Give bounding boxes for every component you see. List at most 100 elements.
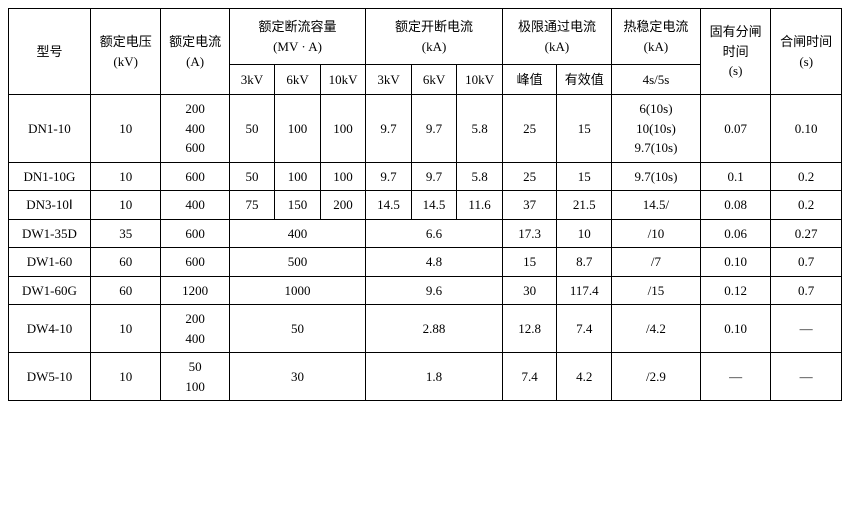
- cell-bi10: 11.6: [457, 191, 503, 220]
- cell-open: 0.10: [700, 248, 771, 277]
- cell-peak: 15: [502, 248, 557, 277]
- table-row: DN1-10G 10 600 50 100 100 9.7 9.7 5.8 25…: [9, 162, 842, 191]
- cell-bi6: 9.7: [411, 95, 457, 163]
- cell-bi10: 5.8: [457, 95, 503, 163]
- cell-peak: 25: [502, 95, 557, 163]
- cell-open: 0.08: [700, 191, 771, 220]
- cell-rms: 4.2: [557, 353, 612, 401]
- cell-thermal: /15: [612, 276, 701, 305]
- table-row: DN3-10Ⅰ 10 400 75 150 200 14.5 14.5 11.6…: [9, 191, 842, 220]
- cell-close: —: [771, 353, 842, 401]
- cell-voltage: 10: [90, 305, 161, 353]
- cell-current: 600: [161, 219, 229, 248]
- cell-model: DN3-10Ⅰ: [9, 191, 91, 220]
- sub-rms: 有效值: [557, 65, 612, 95]
- cell-peak: 30: [502, 276, 557, 305]
- cell-thermal: /4.2: [612, 305, 701, 353]
- table-row: DW1-60G 60 1200 1000 9.6 30 117.4 /15 0.…: [9, 276, 842, 305]
- cell-rms: 8.7: [557, 248, 612, 277]
- cell-peak: 17.3: [502, 219, 557, 248]
- sub-bi-3kv: 3kV: [366, 65, 412, 95]
- cell-voltage: 35: [90, 219, 161, 248]
- cell-voltage: 60: [90, 276, 161, 305]
- sub-bc-6kv: 6kV: [275, 65, 321, 95]
- table-body: DN1-10 10 200 400 600 50 100 100 9.7 9.7…: [9, 95, 842, 401]
- cell-current: 400: [161, 191, 229, 220]
- cell-current: 50 100: [161, 353, 229, 401]
- col-voltage: 额定电压(kV): [90, 9, 161, 95]
- cell-bi3: 9.7: [366, 162, 412, 191]
- cell-bc6: 100: [275, 95, 321, 163]
- cell-current: 600: [161, 248, 229, 277]
- sub-bi-10kv: 10kV: [457, 65, 503, 95]
- col-model: 型号: [9, 9, 91, 95]
- cell-model: DW5-10: [9, 353, 91, 401]
- cell-rms: 21.5: [557, 191, 612, 220]
- cell-open: 0.07: [700, 95, 771, 163]
- cell-bi3: 14.5: [366, 191, 412, 220]
- cell-close: 0.7: [771, 276, 842, 305]
- cell-current: 600: [161, 162, 229, 191]
- col-thermal: 热稳定电流(kA): [612, 9, 701, 65]
- col-current: 额定电流(A): [161, 9, 229, 95]
- cell-current: 200 400 600: [161, 95, 229, 163]
- cell-bi-merged: 6.6: [366, 219, 503, 248]
- cell-close: —: [771, 305, 842, 353]
- table-row: DW4-10 10 200 400 50 2.88 12.8 7.4 /4.2 …: [9, 305, 842, 353]
- cell-peak: 25: [502, 162, 557, 191]
- cell-thermal: 14.5/: [612, 191, 701, 220]
- cell-rms: 15: [557, 162, 612, 191]
- cell-thermal: /10: [612, 219, 701, 248]
- cell-close: 0.2: [771, 191, 842, 220]
- cell-model: DW1-35D: [9, 219, 91, 248]
- cell-thermal: 9.7(10s): [612, 162, 701, 191]
- cell-bc3: 50: [229, 162, 275, 191]
- cell-rms: 15: [557, 95, 612, 163]
- cell-bi10: 5.8: [457, 162, 503, 191]
- cell-bc10: 100: [320, 95, 366, 163]
- cell-bi-merged: 4.8: [366, 248, 503, 277]
- cell-bc10: 200: [320, 191, 366, 220]
- cell-voltage: 10: [90, 162, 161, 191]
- cell-thermal: /2.9: [612, 353, 701, 401]
- cell-voltage: 10: [90, 191, 161, 220]
- cell-bc6: 100: [275, 162, 321, 191]
- cell-open: 0.12: [700, 276, 771, 305]
- cell-open: —: [700, 353, 771, 401]
- cell-bc3: 75: [229, 191, 275, 220]
- table-row: DW1-35D 35 600 400 6.6 17.3 10 /10 0.06 …: [9, 219, 842, 248]
- cell-bc-merged: 400: [229, 219, 366, 248]
- cell-open: 0.1: [700, 162, 771, 191]
- cell-bi6: 9.7: [411, 162, 457, 191]
- sub-bc-3kv: 3kV: [229, 65, 275, 95]
- col-closetime: 合闸时间(s): [771, 9, 842, 95]
- sub-peak: 峰值: [502, 65, 557, 95]
- cell-peak: 7.4: [502, 353, 557, 401]
- cell-bc-merged: 30: [229, 353, 366, 401]
- cell-peak: 12.8: [502, 305, 557, 353]
- sub-thermal: 4s/5s: [612, 65, 701, 95]
- cell-bc3: 50: [229, 95, 275, 163]
- cell-model: DW1-60G: [9, 276, 91, 305]
- cell-rms: 117.4: [557, 276, 612, 305]
- cell-current: 200 400: [161, 305, 229, 353]
- cell-bi-merged: 9.6: [366, 276, 503, 305]
- col-limitcur: 极限通过电流(kA): [502, 9, 611, 65]
- cell-bi6: 14.5: [411, 191, 457, 220]
- cell-bc-merged: 50: [229, 305, 366, 353]
- cell-model: DW1-60: [9, 248, 91, 277]
- cell-bi-merged: 2.88: [366, 305, 503, 353]
- table-row: DN1-10 10 200 400 600 50 100 100 9.7 9.7…: [9, 95, 842, 163]
- cell-close: 0.27: [771, 219, 842, 248]
- cell-bc-merged: 500: [229, 248, 366, 277]
- cell-voltage: 10: [90, 95, 161, 163]
- cell-model: DN1-10G: [9, 162, 91, 191]
- cell-rms: 7.4: [557, 305, 612, 353]
- cell-voltage: 60: [90, 248, 161, 277]
- table-row: DW1-60 60 600 500 4.8 15 8.7 /7 0.10 0.7: [9, 248, 842, 277]
- cell-rms: 10: [557, 219, 612, 248]
- cell-open: 0.06: [700, 219, 771, 248]
- cell-close: 0.7: [771, 248, 842, 277]
- cell-bi-merged: 1.8: [366, 353, 503, 401]
- cell-thermal: /7: [612, 248, 701, 277]
